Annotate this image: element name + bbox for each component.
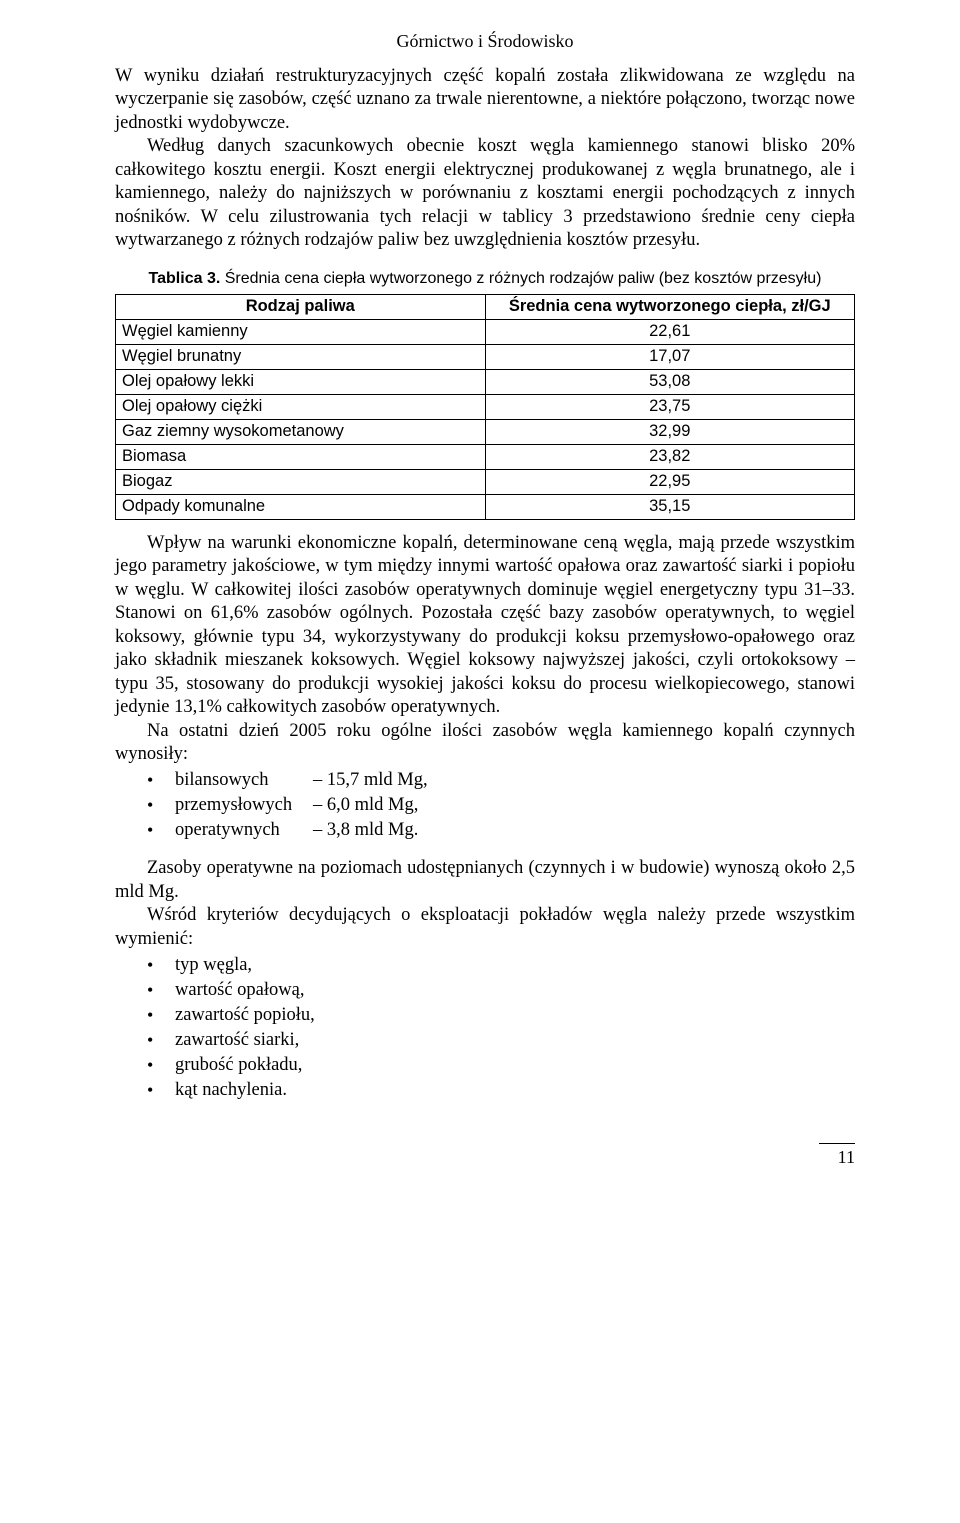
table-cell-name: Olej opałowy lekki (116, 369, 486, 394)
paragraph-2: Według danych szacunkowych obecnie koszt… (115, 135, 855, 252)
table-cell-value: 32,99 (485, 419, 855, 444)
table-header-row: Rodzaj paliwa Średnia cena wytworzonego … (116, 295, 855, 320)
table-cell-value: 23,75 (485, 394, 855, 419)
table-cell-value: 53,08 (485, 369, 855, 394)
table-cell-name: Węgiel brunatny (116, 344, 486, 369)
table-cell-name: Odpady komunalne (116, 494, 486, 519)
list-item: grubość pokładu, (147, 1053, 855, 1078)
criteria-list: typ węgla,wartość opałową,zawartość popi… (115, 953, 855, 1103)
table-cell-value: 17,07 (485, 344, 855, 369)
paragraph-4: Na ostatni dzień 2005 roku ogólne ilości… (115, 720, 855, 767)
table-cell-value: 22,95 (485, 469, 855, 494)
table-row: Węgiel kamienny22,61 (116, 320, 855, 345)
resource-value: – 15,7 mld Mg, (313, 770, 428, 790)
table-row: Odpady komunalne35,15 (116, 494, 855, 519)
table-cell-name: Biomasa (116, 444, 486, 469)
paragraph-1: W wyniku działań restrukturyzacyjnych cz… (115, 65, 855, 135)
table-cell-value: 22,61 (485, 320, 855, 345)
list-item: bilansowych– 15,7 mld Mg, (147, 768, 855, 793)
table-row: Biomasa23,82 (116, 444, 855, 469)
paragraph-6: Wśród kryteriów decydujących o eksploata… (115, 904, 855, 951)
table-cell-value: 35,15 (485, 494, 855, 519)
table-cell-name: Olej opałowy ciężki (116, 394, 486, 419)
table-col-header-2: Średnia cena wytworzonego ciepła, zł/GJ (485, 295, 855, 320)
table-3-caption-label: Tablica 3. (149, 270, 221, 287)
table-row: Olej opałowy lekki53,08 (116, 369, 855, 394)
list-item: zawartość popiołu, (147, 1003, 855, 1028)
resource-label: bilansowych (175, 768, 313, 793)
list-item: zawartość siarki, (147, 1028, 855, 1053)
table-cell-name: Węgiel kamienny (116, 320, 486, 345)
list-item: typ węgla, (147, 953, 855, 978)
table-cell-value: 23,82 (485, 444, 855, 469)
table-3-caption: Tablica 3. Średnia cena ciepła wytworzon… (115, 269, 855, 289)
table-row: Olej opałowy ciężki23,75 (116, 394, 855, 419)
page-header: Górnictwo i Środowisko (115, 30, 855, 53)
page-number: 11 (819, 1143, 855, 1169)
resource-label: operatywnych (175, 818, 313, 843)
paragraph-5: Zasoby operatywne na poziomach udostępni… (115, 857, 855, 904)
table-col-header-1: Rodzaj paliwa (116, 295, 486, 320)
table-row: Gaz ziemny wysokometanowy32,99 (116, 419, 855, 444)
resource-label: przemysłowych (175, 793, 313, 818)
table-3-caption-text: Średnia cena ciepła wytworzonego z różny… (220, 270, 821, 287)
resource-value: – 3,8 mld Mg. (313, 820, 418, 840)
resource-value: – 6,0 mld Mg, (313, 795, 418, 815)
list-item: operatywnych– 3,8 mld Mg. (147, 818, 855, 843)
table-cell-name: Gaz ziemny wysokometanowy (116, 419, 486, 444)
resources-list: bilansowych– 15,7 mld Mg,przemysłowych– … (115, 768, 855, 843)
paragraph-3: Wpływ na warunki ekonomiczne kopalń, det… (115, 532, 855, 720)
table-row: Biogaz22,95 (116, 469, 855, 494)
table-cell-name: Biogaz (116, 469, 486, 494)
list-item: kąt nachylenia. (147, 1078, 855, 1103)
list-item: przemysłowych– 6,0 mld Mg, (147, 793, 855, 818)
table-3: Rodzaj paliwa Średnia cena wytworzonego … (115, 294, 855, 520)
table-row: Węgiel brunatny17,07 (116, 344, 855, 369)
list-item: wartość opałową, (147, 978, 855, 1003)
